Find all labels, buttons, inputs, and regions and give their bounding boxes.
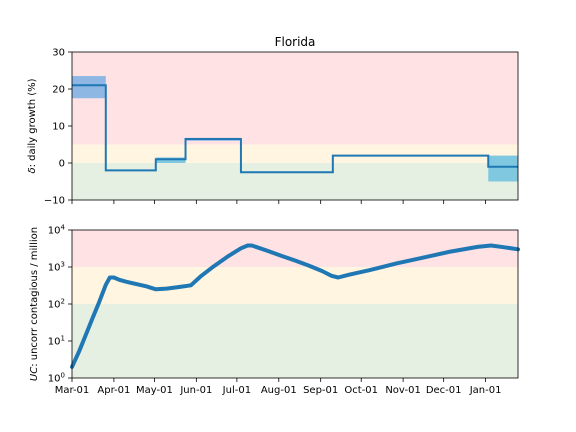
bottom-ytick-label: 103 — [48, 261, 65, 274]
bottom-y-ticks: 100 101 102 103 104 — [48, 224, 72, 385]
bottom-xtick-label: Jun-01 — [179, 385, 212, 396]
bottom-xtick-label: Sep-01 — [303, 385, 338, 396]
top-risk-bands — [72, 52, 518, 200]
top-ytick-label: 10 — [52, 122, 65, 133]
bottom-xtick-label: Apr-01 — [97, 385, 130, 396]
top-ytick-label: 0 — [59, 159, 65, 170]
bottom-band-0 — [72, 304, 518, 378]
growth-ci-0 — [72, 76, 106, 99]
chart-title: Florida — [275, 35, 316, 49]
top-band-2 — [72, 52, 518, 145]
top-y-axis-text: : daily growth (%) — [27, 78, 38, 167]
top-x-ticks — [71, 200, 486, 204]
growth-step-line — [72, 84, 518, 174]
bottom-ytick-label: 102 — [48, 298, 65, 311]
bottom-ytick-label: 100 — [48, 372, 65, 385]
bottom-xtick-label: Jan-01 — [469, 385, 502, 396]
bottom-xtick-label: Mar-01 — [55, 385, 90, 396]
bottom-xtick-label: May-01 — [136, 385, 173, 396]
top-ytick-label: −10 — [44, 196, 65, 207]
top-chart-panel: −10 0 10 20 30 Florida δ: daily growth (%) — [27, 35, 519, 207]
top-y-axis-label: δ: daily growth (%) — [27, 78, 38, 173]
top-band-1 — [72, 144, 518, 163]
top-y-ticks: −10 0 10 20 30 — [44, 48, 72, 207]
contagious-curve — [70, 243, 520, 369]
bottom-xtick-label: Aug-01 — [261, 385, 297, 396]
bottom-xtick-label: Jul-01 — [222, 385, 251, 396]
bottom-xtick-label: Nov-01 — [385, 385, 421, 396]
bottom-x-ticks: Mar-01 Apr-01 May-01 Jun-01 Jul-01 Aug-01 Sep-… — [55, 378, 502, 396]
bottom-xtick-label: Oct-01 — [344, 385, 378, 396]
top-band-0 — [72, 163, 518, 200]
bottom-chart-panel: 100 101 102 103 104 Mar-01 Apr-01 May-01 Jun-01… — [29, 224, 520, 396]
bottom-xtick-label: Dec-01 — [426, 385, 462, 396]
top-ytick-label: 20 — [52, 85, 65, 96]
growth-ci-6 — [488, 155, 518, 182]
bottom-risk-bands — [72, 230, 518, 378]
bottom-y-axis-text: : uncorr contagious / million — [29, 227, 40, 367]
top-y-axis-symbol: δ — [27, 167, 38, 173]
bottom-y-axis-label: UC: uncorr contagious / million — [29, 227, 40, 381]
top-ytick-label: 30 — [52, 48, 65, 59]
bottom-ytick-label: 104 — [48, 224, 66, 237]
bottom-y-axis-symbol: UC — [29, 367, 40, 381]
bottom-ytick-label: 101 — [48, 335, 65, 348]
